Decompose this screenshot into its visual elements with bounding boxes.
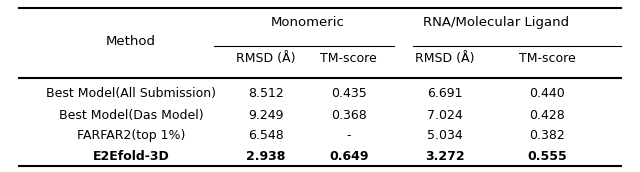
Text: TM-score: TM-score — [321, 52, 377, 65]
Text: 3.272: 3.272 — [425, 150, 465, 163]
Text: 5.034: 5.034 — [427, 129, 463, 142]
Text: E2Efold-3D: E2Efold-3D — [93, 150, 170, 163]
Text: 0.428: 0.428 — [529, 109, 565, 122]
Text: 0.435: 0.435 — [331, 87, 367, 100]
Text: Method: Method — [106, 35, 156, 48]
Text: FARFAR2(top 1%): FARFAR2(top 1%) — [77, 129, 186, 142]
Text: Best Model(All Submission): Best Model(All Submission) — [46, 87, 216, 100]
Text: 0.368: 0.368 — [331, 109, 367, 122]
Text: 0.382: 0.382 — [529, 129, 565, 142]
Text: 0.555: 0.555 — [527, 150, 567, 163]
Text: RMSD (Å): RMSD (Å) — [236, 52, 295, 65]
Text: 6.548: 6.548 — [248, 129, 284, 142]
Text: 0.440: 0.440 — [529, 87, 565, 100]
Text: 9.249: 9.249 — [248, 109, 284, 122]
Text: 0.649: 0.649 — [329, 150, 369, 163]
Text: RMSD (Å): RMSD (Å) — [415, 52, 474, 65]
Text: Best Model(Das Model): Best Model(Das Model) — [59, 109, 204, 122]
Text: 2.938: 2.938 — [246, 150, 285, 163]
Text: 8.512: 8.512 — [248, 87, 284, 100]
Text: 7.024: 7.024 — [427, 109, 463, 122]
Text: TM-score: TM-score — [519, 52, 575, 65]
Text: -: - — [346, 129, 351, 142]
Text: RNA/Molecular Ligand: RNA/Molecular Ligand — [423, 16, 569, 29]
Text: 6.691: 6.691 — [427, 87, 463, 100]
Text: Monomeric: Monomeric — [270, 16, 344, 29]
